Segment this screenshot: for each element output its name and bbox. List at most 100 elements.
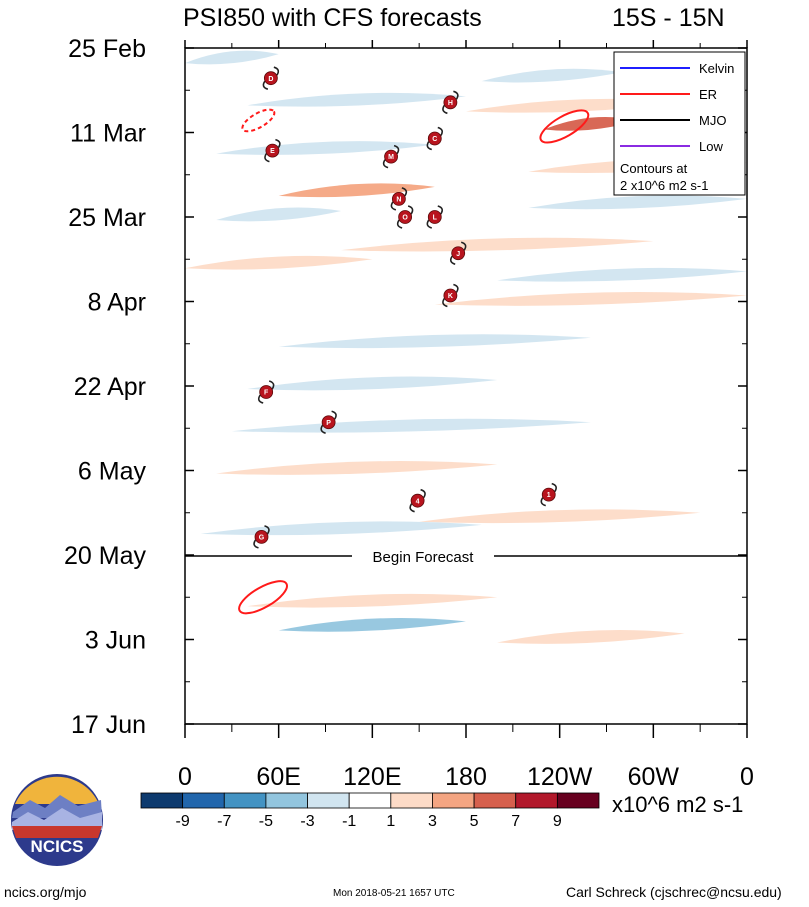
colorbar-swatch [390,792,433,809]
storm-marker: G [253,525,270,549]
y-tick-label: 17 Jun [71,711,146,739]
y-tick-label: 3 Jun [85,627,146,655]
chart-title: PSI850 with CFS forecasts [183,4,482,32]
storm-label: O [402,215,408,222]
storm-marker: O [396,205,414,229]
storm-icon [265,143,280,158]
x-tick-label: 60E [256,763,300,791]
footer-site: ncics.org/mjo [4,884,87,900]
storm-label: 1 [547,492,551,499]
storm-marker: C [426,126,444,151]
storm-marker: J [449,241,467,265]
er-contours [238,108,590,615]
begin-forecast-label: Begin Forecast [373,549,475,566]
anomaly-band [497,630,685,644]
y-tick-label: 8 Apr [88,289,146,317]
y-tick-label: 22 Apr [74,373,146,401]
y-tick-label: 6 May [78,458,147,486]
anomaly-band [341,237,654,252]
legend-label: Kelvin [699,61,734,76]
storm-label: L [433,215,438,222]
legend-label: Low [699,139,723,154]
storm-label: J [456,251,460,258]
anomaly-band [200,521,482,536]
er-contour [539,109,590,144]
y-tick-label: 25 Mar [68,204,146,232]
anomaly-field [185,50,747,644]
storm-marker: P [320,410,337,434]
anomaly-band [528,195,747,210]
plot-frame [184,47,748,725]
storm-label: M [388,154,394,161]
y-tick-label: 20 May [64,542,146,570]
storm-icon [443,95,458,110]
anomaly-band [278,183,435,198]
y-tick-label: 11 Mar [70,120,146,148]
colorbar-swatch [432,792,475,809]
forecast-divider: Begin Forecast [185,547,747,566]
colorbar-swatch [182,792,225,809]
storm-label: F [264,390,269,397]
anomaly-band [247,593,498,608]
x-tick-label: 120E [343,763,401,791]
colorbar-swatch [223,792,267,809]
colorbar-swatch [515,792,558,809]
footer-timestamp: Mon 2018-05-21 1657 UTC [333,888,455,899]
storm-icon [427,210,442,224]
colorbar-tick-label: 3 [428,813,437,830]
storm-marker: 4 [409,488,426,513]
storm-icon [259,385,274,399]
storm-label: 4 [416,498,420,505]
storm-marker: 1 [540,482,557,507]
storm-markers: D H E M C N O L J K F P G 4 1 [253,66,557,549]
logo-text: NCICS [31,837,84,856]
anomaly-band [278,617,466,632]
storm-marker: M [382,144,400,169]
er-contour [238,580,288,615]
storm-marker: D [262,66,280,90]
storm-label: D [268,76,273,83]
colorbar: -9 -7 -5 -3 -1 1 3 5 7 9 [140,792,600,830]
anomaly-band [419,563,732,578]
colorbar-swatch [473,792,517,809]
colorbar-tick-label: 5 [470,813,479,830]
anomaly-band [247,376,498,391]
y-tick-label: 25 Feb [68,35,146,63]
colorbar-units: x10^6 m2 s-1 [612,792,743,817]
x-tick-label: 120W [527,763,593,791]
storm-marker: E [264,138,281,163]
colorbar-tick-label: 7 [511,813,520,830]
ncics-logo: NCICS [11,774,103,866]
x-tick-label: 0 [178,763,192,791]
x-tick-label: 0 [740,763,754,791]
colorbar-tick-label: -5 [259,813,273,830]
x-tick-label: 60W [628,763,680,791]
legend: Kelvin ER MJO Low Contours at 2 x10^6 m2 s-… [613,51,746,196]
colorbar-swatch [265,792,308,809]
anomaly-band [247,92,466,107]
storm-icon [263,71,278,86]
anomaly-band [216,207,342,222]
legend-contours-line1: Contours at [620,161,688,176]
storm-label: G [259,534,265,541]
storm-icon [541,487,556,502]
storm-marker: F [257,380,275,404]
storm-icon [254,529,269,544]
anomaly-band [419,509,701,524]
storm-marker: L [426,205,444,229]
colorbar-tick-label: -9 [176,813,190,830]
legend-contours-line2: 2 x10^6 m2 s-1 [620,178,708,193]
storm-icon [398,210,413,224]
storm-icon [451,246,466,261]
storm-label: C [432,136,437,143]
colorbar-tick-label: -1 [342,813,356,830]
colorbar-tick-label: -7 [217,813,231,830]
storm-label: E [270,148,275,155]
storm-icon [321,415,336,430]
colorbar-swatch [348,792,392,809]
storm-icon [384,149,398,164]
storm-icon [443,288,458,303]
storm-marker: N [390,187,408,211]
colorbar-tick-label: 1 [386,813,395,830]
